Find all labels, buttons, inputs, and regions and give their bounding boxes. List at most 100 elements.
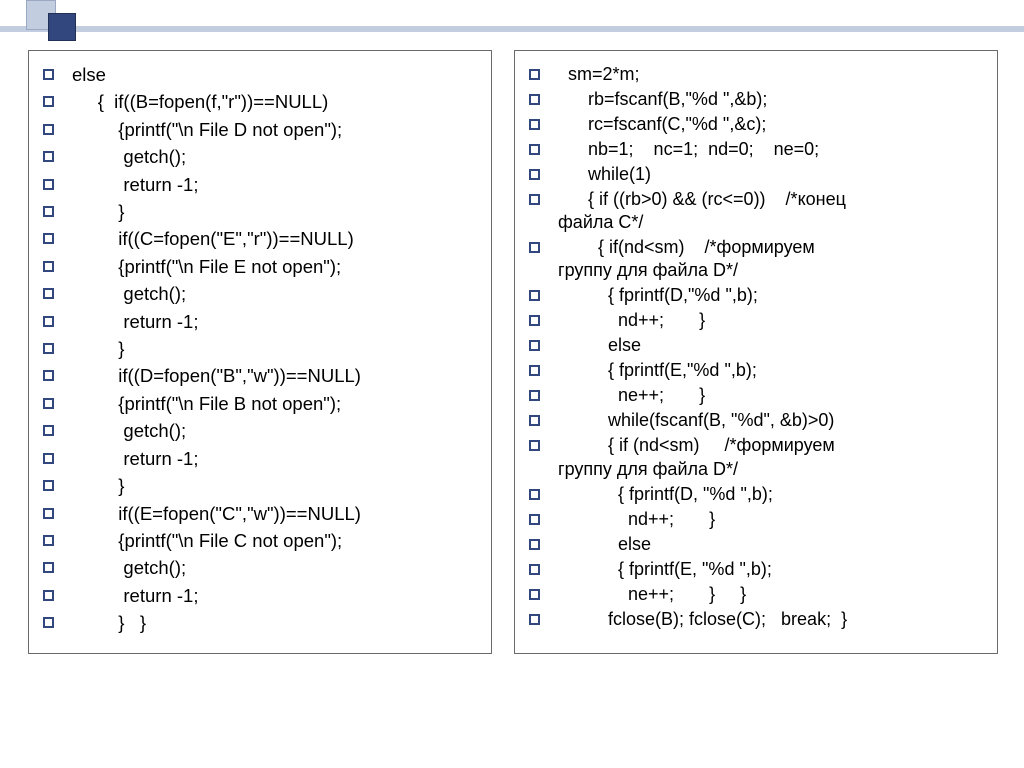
bullet-icon bbox=[529, 169, 540, 180]
code-line: if((E=fopen("C","w"))==NULL) bbox=[43, 502, 477, 526]
code-text-continuation: группу для файла D*/ bbox=[558, 259, 983, 282]
bullet-icon bbox=[529, 119, 540, 130]
code-line: return -1; bbox=[43, 447, 477, 471]
bullet-icon bbox=[529, 340, 540, 351]
code-text: getch(); bbox=[72, 282, 186, 306]
bullet-icon bbox=[529, 242, 540, 253]
bullet-icon bbox=[529, 614, 540, 625]
code-text: { if (nd<sm) /*формируем bbox=[558, 434, 835, 457]
slide-content: else { if((B=fopen(f,"r"))==NULL) {print… bbox=[28, 50, 998, 654]
code-text: } bbox=[72, 200, 124, 224]
code-line: return -1; bbox=[43, 173, 477, 197]
bullet-icon bbox=[43, 343, 54, 354]
code-text: { if(nd<sm) /*формируем bbox=[558, 236, 815, 259]
bullet-icon bbox=[529, 489, 540, 500]
header-square-dark bbox=[48, 13, 76, 41]
bullet-icon bbox=[43, 590, 54, 601]
code-text-continuation: группу для файла D*/ bbox=[558, 458, 983, 481]
code-line: { fprintf(E, "%d ",b); bbox=[529, 558, 983, 581]
code-line: {printf("\n File E not open"); bbox=[43, 255, 477, 279]
bullet-icon bbox=[43, 535, 54, 546]
code-text: { fprintf(D,"%d ",b); bbox=[558, 284, 758, 307]
bullet-icon bbox=[43, 480, 54, 491]
code-line: else bbox=[43, 63, 477, 87]
code-line: } bbox=[43, 337, 477, 361]
bullet-icon bbox=[43, 316, 54, 327]
code-text: return -1; bbox=[72, 310, 198, 334]
code-text: getch(); bbox=[72, 145, 186, 169]
bullet-icon bbox=[529, 390, 540, 401]
code-line: { fprintf(D, "%d ",b); bbox=[529, 483, 983, 506]
code-line: while(fscanf(B, "%d", &b)>0) bbox=[529, 409, 983, 432]
code-line: getch(); bbox=[43, 419, 477, 443]
code-line: nd++; } bbox=[529, 309, 983, 332]
bullet-icon bbox=[43, 425, 54, 436]
code-text: sm=2*m; bbox=[558, 63, 640, 86]
code-text: {printf("\n File D not open"); bbox=[72, 118, 342, 142]
code-line: { if(nd<sm) /*формируем bbox=[529, 236, 983, 259]
bullet-icon bbox=[529, 290, 540, 301]
bullet-icon bbox=[43, 508, 54, 519]
code-text: return -1; bbox=[72, 173, 198, 197]
code-text: return -1; bbox=[72, 584, 198, 608]
code-text: ne++; } bbox=[558, 384, 705, 407]
code-line: else bbox=[529, 334, 983, 357]
code-line: } bbox=[43, 200, 477, 224]
code-line: if((D=fopen("B","w"))==NULL) bbox=[43, 364, 477, 388]
header-decoration bbox=[0, 0, 1024, 44]
code-panel-right: sm=2*m; rb=fscanf(B,"%d ",&b); rc=fscanf… bbox=[514, 50, 998, 654]
code-line: return -1; bbox=[43, 310, 477, 334]
code-text: {printf("\n File E not open"); bbox=[72, 255, 341, 279]
code-text: nb=1; nc=1; nd=0; ne=0; bbox=[558, 138, 819, 161]
code-text: { fprintf(E,"%d ",b); bbox=[558, 359, 757, 382]
code-text: { fprintf(E, "%d ",b); bbox=[558, 558, 772, 581]
code-line: nb=1; nc=1; nd=0; ne=0; bbox=[529, 138, 983, 161]
code-text: else bbox=[72, 63, 106, 87]
bullet-icon bbox=[43, 151, 54, 162]
bullet-icon bbox=[529, 440, 540, 451]
bullet-icon bbox=[43, 562, 54, 573]
code-text: while(fscanf(B, "%d", &b)>0) bbox=[558, 409, 834, 432]
code-text: {printf("\n File C not open"); bbox=[72, 529, 342, 553]
code-line: else bbox=[529, 533, 983, 556]
code-line: } bbox=[43, 474, 477, 498]
code-line: { if ((rb>0) && (rc<=0)) /*конец bbox=[529, 188, 983, 211]
bullet-icon bbox=[529, 539, 540, 550]
bullet-icon bbox=[43, 179, 54, 190]
code-text: nd++; } bbox=[558, 309, 705, 332]
header-line bbox=[0, 26, 1024, 32]
code-text: } bbox=[72, 337, 124, 361]
code-text: while(1) bbox=[558, 163, 651, 186]
code-text: if((D=fopen("B","w"))==NULL) bbox=[72, 364, 361, 388]
code-text: { fprintf(D, "%d ",b); bbox=[558, 483, 773, 506]
bullet-icon bbox=[529, 144, 540, 155]
code-text: } bbox=[72, 474, 124, 498]
code-text: {printf("\n File B not open"); bbox=[72, 392, 341, 416]
code-line: { if (nd<sm) /*формируем bbox=[529, 434, 983, 457]
bullet-icon bbox=[529, 69, 540, 80]
bullet-icon bbox=[43, 206, 54, 217]
bullet-icon bbox=[43, 398, 54, 409]
code-text-continuation: файла C*/ bbox=[558, 211, 983, 234]
bullet-icon bbox=[529, 589, 540, 600]
bullet-icon bbox=[529, 194, 540, 205]
code-text: getch(); bbox=[72, 556, 186, 580]
code-line: fclose(B); fclose(C); break; } bbox=[529, 608, 983, 631]
code-line: {printf("\n File C not open"); bbox=[43, 529, 477, 553]
code-line: {printf("\n File D not open"); bbox=[43, 118, 477, 142]
bullet-icon bbox=[529, 365, 540, 376]
code-line: sm=2*m; bbox=[529, 63, 983, 86]
code-text: else bbox=[558, 533, 651, 556]
bullet-icon bbox=[529, 564, 540, 575]
code-line: rb=fscanf(B,"%d ",&b); bbox=[529, 88, 983, 111]
code-text: } } bbox=[72, 611, 146, 635]
code-line: while(1) bbox=[529, 163, 983, 186]
code-line: { fprintf(D,"%d ",b); bbox=[529, 284, 983, 307]
code-line: getch(); bbox=[43, 282, 477, 306]
bullet-icon bbox=[43, 261, 54, 272]
code-text: fclose(B); fclose(C); break; } bbox=[558, 608, 847, 631]
code-text: else bbox=[558, 334, 641, 357]
bullet-icon bbox=[529, 94, 540, 105]
code-line: rc=fscanf(C,"%d ",&c); bbox=[529, 113, 983, 136]
code-text: nd++; } bbox=[558, 508, 715, 531]
